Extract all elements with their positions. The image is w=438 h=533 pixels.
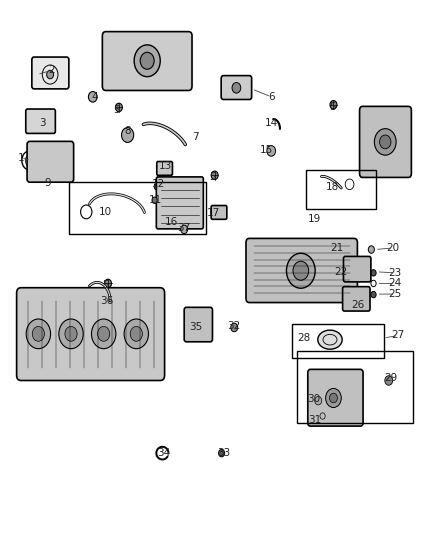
- Text: 36: 36: [101, 296, 114, 306]
- Circle shape: [154, 183, 160, 190]
- Ellipse shape: [318, 330, 342, 349]
- Text: 16: 16: [165, 217, 178, 228]
- Circle shape: [293, 261, 309, 280]
- Text: 37: 37: [177, 223, 191, 233]
- Circle shape: [374, 128, 396, 155]
- Text: 12: 12: [152, 179, 165, 189]
- Circle shape: [134, 45, 160, 77]
- Circle shape: [181, 225, 187, 233]
- Circle shape: [329, 393, 337, 403]
- Text: 10: 10: [99, 207, 113, 217]
- Circle shape: [371, 292, 376, 298]
- Circle shape: [315, 397, 322, 405]
- Text: 20: 20: [386, 243, 399, 253]
- Circle shape: [219, 449, 225, 457]
- Text: 15: 15: [260, 145, 273, 155]
- FancyBboxPatch shape: [246, 238, 357, 303]
- Circle shape: [26, 319, 50, 349]
- Circle shape: [121, 127, 134, 142]
- Circle shape: [267, 146, 276, 156]
- Circle shape: [380, 135, 391, 149]
- Text: 29: 29: [384, 373, 398, 383]
- Circle shape: [325, 389, 341, 408]
- Text: 5: 5: [102, 280, 109, 290]
- Text: 7: 7: [192, 132, 198, 142]
- FancyBboxPatch shape: [32, 57, 69, 89]
- Circle shape: [47, 70, 53, 79]
- Circle shape: [92, 319, 116, 349]
- Circle shape: [130, 326, 142, 341]
- FancyBboxPatch shape: [156, 177, 203, 229]
- FancyBboxPatch shape: [184, 308, 212, 342]
- Circle shape: [140, 52, 154, 69]
- Text: 5: 5: [209, 172, 216, 182]
- Bar: [306, 170, 376, 209]
- Text: 27: 27: [392, 330, 405, 341]
- FancyBboxPatch shape: [17, 288, 165, 381]
- Text: 24: 24: [389, 278, 402, 288]
- FancyBboxPatch shape: [26, 109, 55, 133]
- Text: 4: 4: [92, 92, 98, 102]
- Text: 9: 9: [45, 177, 51, 188]
- Text: 31: 31: [308, 415, 321, 425]
- Circle shape: [32, 326, 45, 341]
- Text: 22: 22: [334, 267, 347, 277]
- Text: 14: 14: [265, 118, 278, 128]
- Text: 30: 30: [307, 394, 321, 404]
- Circle shape: [116, 103, 122, 112]
- Circle shape: [65, 326, 77, 341]
- Circle shape: [232, 83, 241, 93]
- FancyBboxPatch shape: [343, 287, 370, 311]
- Text: 3: 3: [39, 118, 46, 128]
- Text: 6: 6: [268, 92, 275, 102]
- Text: 13: 13: [159, 161, 173, 171]
- Text: 23: 23: [389, 268, 402, 278]
- Circle shape: [286, 253, 315, 288]
- Text: 32: 32: [228, 321, 241, 331]
- FancyBboxPatch shape: [102, 31, 192, 91]
- Text: 19: 19: [308, 214, 321, 224]
- FancyBboxPatch shape: [343, 256, 371, 282]
- FancyBboxPatch shape: [221, 76, 252, 100]
- Text: 5: 5: [113, 105, 120, 115]
- Text: 33: 33: [217, 448, 230, 458]
- Text: 17: 17: [207, 208, 220, 219]
- FancyBboxPatch shape: [157, 161, 173, 175]
- Text: 1: 1: [18, 153, 24, 163]
- FancyBboxPatch shape: [211, 206, 227, 219]
- FancyBboxPatch shape: [308, 369, 363, 426]
- Circle shape: [124, 319, 148, 349]
- Bar: [292, 324, 384, 358]
- Text: 35: 35: [189, 322, 202, 333]
- Circle shape: [59, 319, 83, 349]
- Text: 5: 5: [329, 102, 336, 112]
- FancyBboxPatch shape: [27, 141, 74, 182]
- Bar: [69, 182, 206, 233]
- Text: 11: 11: [149, 195, 162, 205]
- Text: 34: 34: [157, 448, 170, 458]
- Circle shape: [231, 323, 238, 332]
- Circle shape: [371, 270, 376, 276]
- Text: 28: 28: [297, 333, 311, 343]
- Text: 25: 25: [389, 289, 402, 299]
- FancyBboxPatch shape: [360, 107, 411, 177]
- Text: 21: 21: [330, 243, 343, 253]
- Text: 8: 8: [124, 126, 131, 136]
- Text: 2: 2: [48, 66, 55, 75]
- Circle shape: [330, 101, 337, 109]
- Text: 26: 26: [352, 300, 365, 310]
- Circle shape: [211, 171, 218, 180]
- Circle shape: [385, 376, 392, 385]
- Circle shape: [105, 279, 112, 288]
- Circle shape: [368, 246, 374, 253]
- Text: 18: 18: [325, 182, 339, 192]
- Circle shape: [88, 92, 97, 102]
- Bar: [297, 351, 413, 423]
- Circle shape: [152, 197, 157, 204]
- Circle shape: [98, 326, 110, 341]
